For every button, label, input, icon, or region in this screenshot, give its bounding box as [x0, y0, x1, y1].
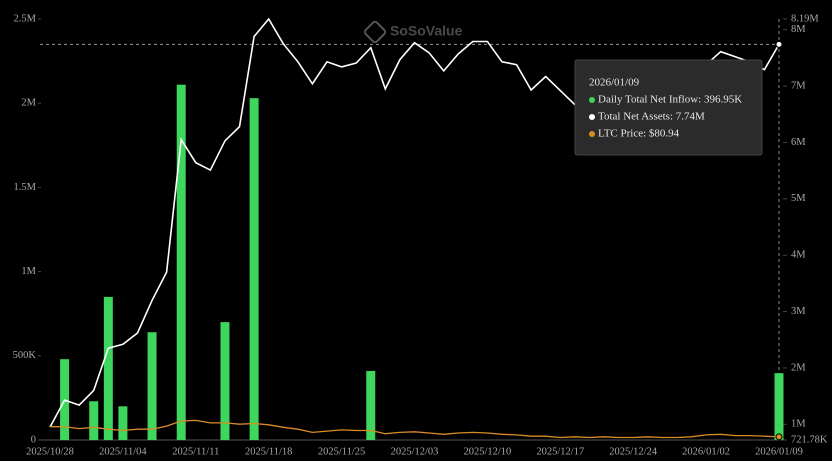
point-marker [775, 433, 783, 441]
bar [176, 84, 186, 441]
x-tick-label: 2025/12/10 [463, 446, 511, 457]
bar [103, 296, 113, 440]
y2-tick-label: 8.19M [791, 13, 819, 24]
y-tick-label: 500K [13, 350, 37, 361]
tooltip-line: LTC Price: $80.94 [598, 128, 680, 140]
bar [118, 406, 128, 440]
y-tick-label: 2M [21, 98, 36, 109]
watermark: SoSoValue [390, 23, 463, 39]
tooltip-dot [589, 114, 595, 120]
y2-tick-label: 1M [791, 419, 806, 430]
x-tick-label: 2025/11/25 [318, 446, 365, 457]
x-tick-label: 2025/12/17 [536, 446, 584, 457]
y2-tick-label: 721.78K [791, 434, 828, 445]
bar [220, 322, 230, 440]
x-tick-label: 2025/11/04 [99, 446, 147, 457]
tooltip-box [574, 59, 763, 156]
x-tick-label: 2026/01/09 [755, 446, 803, 457]
line [50, 419, 780, 439]
y-tick-label: 2.5M [14, 13, 37, 24]
y-tick-label: 0 [31, 434, 36, 445]
tooltip-dot [589, 131, 595, 137]
tooltip-line: Total Net Assets: 7.74M [598, 111, 705, 123]
x-tick-label: 2025/12/24 [609, 446, 658, 457]
tooltip-dot [589, 97, 595, 103]
y2-tick-label: 5M [791, 193, 806, 204]
y-tick-label: 1.5M [14, 182, 37, 193]
y2-tick-label: 8M [791, 24, 806, 35]
x-tick-label: 2025/12/03 [391, 446, 439, 457]
x-tick-label: 2025/11/18 [245, 446, 292, 457]
watermark-logo [363, 20, 387, 44]
y2-tick-label: 6M [791, 137, 806, 148]
bar [89, 401, 99, 440]
watermark-group: SoSoValue [363, 20, 463, 44]
y-tick-label: 1M [21, 266, 36, 277]
tooltip: 2026/01/09 Daily Total Net Inflow: 396.95… [574, 59, 763, 156]
x-tick-label: 2026/01/02 [682, 446, 730, 457]
x-tick-label: 2025/10/28 [26, 446, 74, 457]
tooltip-line: Daily Total Net Inflow: 396.95K [598, 94, 742, 106]
bar [147, 332, 157, 440]
point-marker [775, 40, 783, 48]
x-tick-label: 2025/11/11 [172, 446, 219, 457]
y2-tick-label: 2M [791, 362, 806, 373]
bar [249, 98, 259, 440]
y2-tick-label: 4M [791, 250, 806, 261]
y2-tick-label: 7M [791, 80, 806, 91]
bar [366, 370, 376, 440]
bar [774, 373, 784, 440]
y2-tick-label: 3M [791, 306, 806, 317]
tooltip-title: 2026/01/09 [589, 77, 640, 89]
